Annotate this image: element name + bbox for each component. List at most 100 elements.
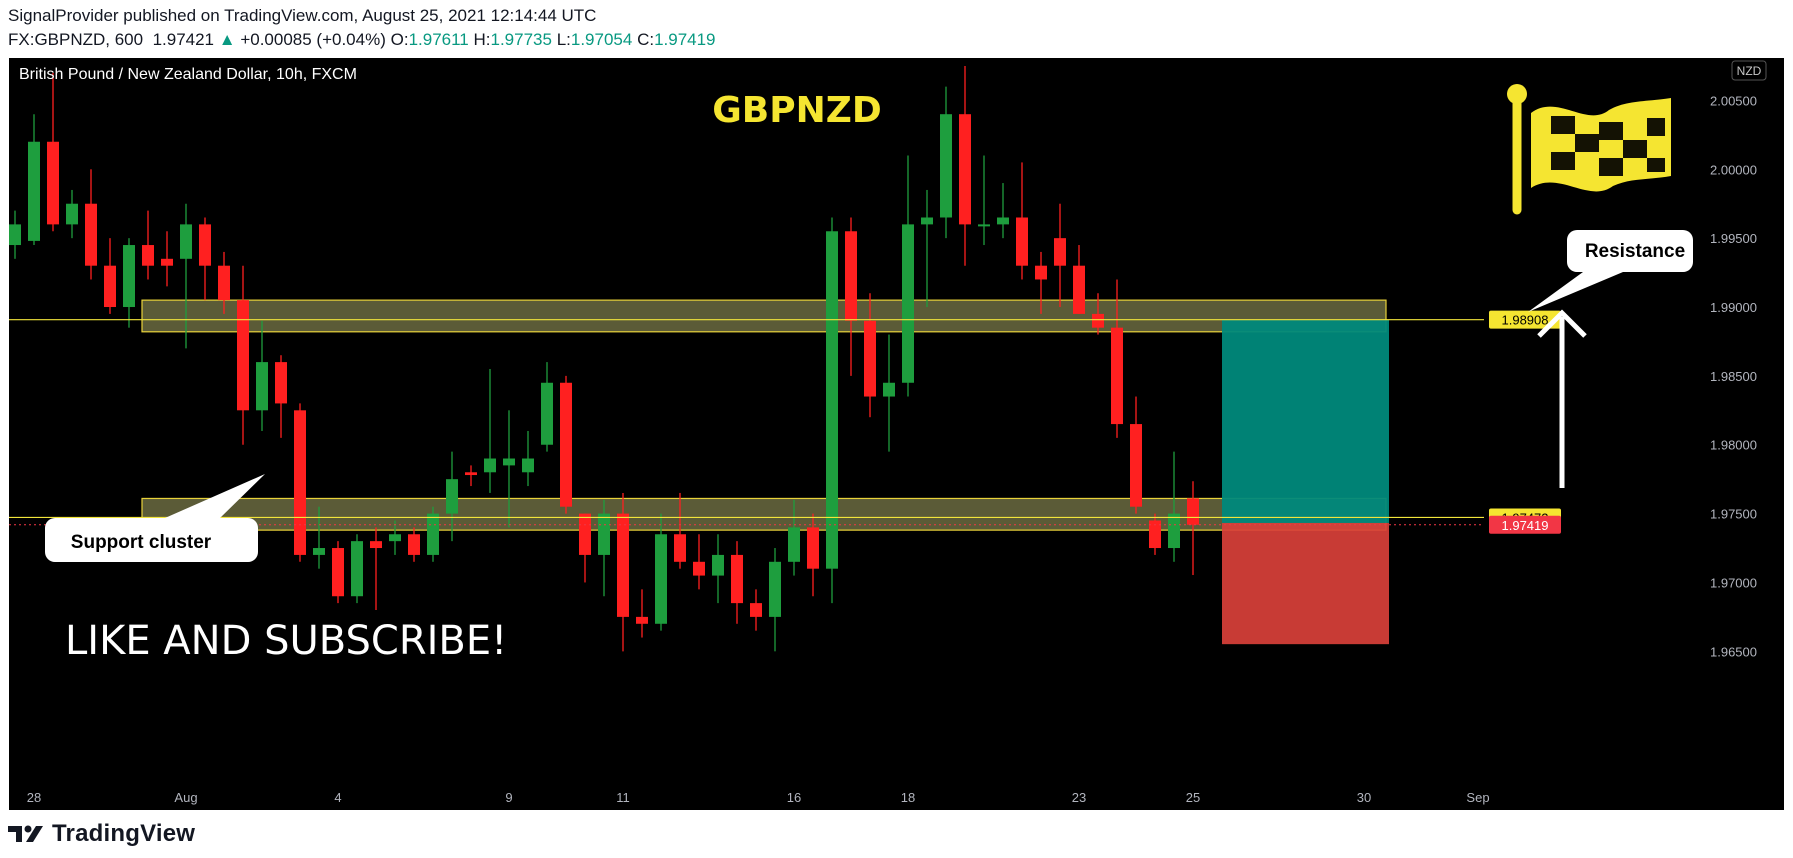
candle-body[interactable] (636, 616, 648, 624)
candle-body[interactable] (123, 245, 135, 308)
tradingview-brand[interactable]: TradingView (52, 820, 196, 847)
candle-body[interactable] (85, 203, 97, 266)
y-tick-label: 1.97500 (1710, 507, 1757, 522)
candle-body[interactable] (9, 224, 21, 246)
candle-body[interactable] (1187, 498, 1199, 525)
symbol-label: FX:GBPNZD, 600 (8, 30, 144, 49)
candle-body[interactable] (465, 472, 477, 476)
candle-body[interactable] (351, 541, 363, 597)
candle-body[interactable] (218, 265, 230, 301)
candle-body[interactable] (332, 548, 344, 597)
candle-body[interactable] (579, 513, 591, 555)
candle-body[interactable] (731, 554, 743, 604)
candle-body[interactable] (921, 217, 933, 225)
up-arrow (1537, 309, 1587, 488)
candle-body[interactable] (940, 114, 952, 218)
chart-panel[interactable]: 2.00500 2.00000 1.99500 1.99000 1.98500 1.980… (9, 58, 1784, 810)
y-tick-label: 2.00000 (1710, 162, 1757, 177)
resistance-zone[interactable] (141, 299, 1387, 333)
y-tick-label: 1.97000 (1710, 575, 1757, 590)
candle-body[interactable] (788, 527, 800, 562)
candle-body[interactable] (142, 245, 154, 266)
candle-body[interactable] (237, 300, 249, 411)
candle-body[interactable] (1111, 327, 1123, 425)
candle-body[interactable] (256, 362, 268, 411)
open-value: 1.97611 (408, 30, 469, 49)
candle-body[interactable] (275, 362, 287, 404)
candle-body[interactable] (598, 513, 610, 555)
candle-body[interactable] (902, 224, 914, 383)
candle-body[interactable] (1149, 520, 1161, 549)
support-callout: Support cluster (45, 474, 265, 562)
candle-body[interactable] (617, 513, 629, 617)
candle-body[interactable] (712, 554, 724, 576)
change-value: +0.00085 (+0.04%) (240, 30, 386, 49)
candle-body[interactable] (503, 458, 515, 466)
candle-body[interactable] (845, 231, 857, 321)
candle-body[interactable] (807, 527, 819, 569)
candle-body[interactable] (655, 534, 667, 624)
candle-body[interactable] (1054, 238, 1066, 266)
support-zone[interactable] (141, 497, 1387, 531)
candle-body[interactable] (199, 224, 211, 266)
candle-body[interactable] (864, 320, 876, 397)
high-label: H: (473, 30, 491, 49)
candle-body[interactable] (769, 561, 781, 617)
open-label: O: (390, 30, 409, 49)
candle-body[interactable] (997, 217, 1009, 225)
target-zone[interactable] (1222, 319, 1389, 523)
last-price-tag[interactable] (1489, 515, 1561, 534)
change-arrow-icon: ▲ (218, 30, 236, 49)
price-chart[interactable]: 2.00500 2.00000 1.99500 1.99000 1.98500 1.980… (9, 58, 1784, 810)
candle-body[interactable] (446, 479, 458, 514)
candle-body[interactable] (47, 141, 59, 225)
high-value: 1.97735 (490, 30, 552, 49)
candle-body[interactable] (541, 382, 553, 445)
candle-body[interactable] (1130, 424, 1142, 507)
footer-brand[interactable]: TradingView (8, 820, 195, 848)
level-price-tag[interactable] (1489, 310, 1561, 329)
candle-body[interactable] (826, 231, 838, 569)
candle-body[interactable] (370, 541, 382, 549)
candle-body[interactable] (389, 534, 401, 542)
candle-body[interactable] (1035, 265, 1047, 280)
y-tick-label: 1.98500 (1710, 369, 1757, 384)
stop-zone[interactable] (1222, 522, 1389, 645)
candle-body[interactable] (1016, 217, 1028, 266)
candle-body[interactable] (66, 203, 78, 225)
candle-body[interactable] (104, 265, 116, 308)
candle-body[interactable] (560, 382, 572, 507)
last-price-tag-label: 1.97419 (1502, 518, 1549, 533)
candle-body[interactable] (750, 603, 762, 617)
candle-body[interactable] (959, 114, 971, 225)
x-tick-label: 30 (1357, 790, 1371, 805)
y-tick-label: 1.98000 (1710, 438, 1757, 453)
close-value: 1.97419 (654, 30, 716, 49)
level-price-tag-label: 1.98908 (1502, 313, 1549, 328)
candle-body[interactable] (978, 224, 990, 227)
candle-body[interactable] (484, 458, 496, 473)
candle-body[interactable] (1168, 513, 1180, 549)
candle-body[interactable] (28, 141, 40, 241)
candle-body[interactable] (427, 513, 439, 555)
low-label: L: (556, 30, 571, 49)
currency-badge-box[interactable] (1731, 60, 1767, 81)
candle-body[interactable] (693, 561, 705, 576)
candle-body[interactable] (180, 224, 192, 259)
tradingview-logo-icon[interactable] (8, 824, 46, 844)
candle-body[interactable] (161, 258, 173, 266)
resistance-label: Resistance (1585, 241, 1685, 262)
x-tick-label: 9 (505, 790, 512, 805)
candle-body[interactable] (1092, 313, 1104, 328)
candle-body[interactable] (883, 382, 895, 397)
candle-body[interactable] (674, 534, 686, 562)
candle-body[interactable] (522, 458, 534, 473)
candle-body[interactable] (1073, 265, 1085, 314)
currency-badge[interactable]: NZD (1737, 64, 1762, 78)
candle-body[interactable] (313, 548, 325, 555)
candle-body[interactable] (294, 410, 306, 555)
x-tick-label: Sep (1466, 790, 1489, 805)
publish-line: SignalProvider published on TradingView.… (8, 6, 597, 25)
candle-body[interactable] (408, 534, 420, 555)
x-tick-label: 4 (334, 790, 341, 805)
